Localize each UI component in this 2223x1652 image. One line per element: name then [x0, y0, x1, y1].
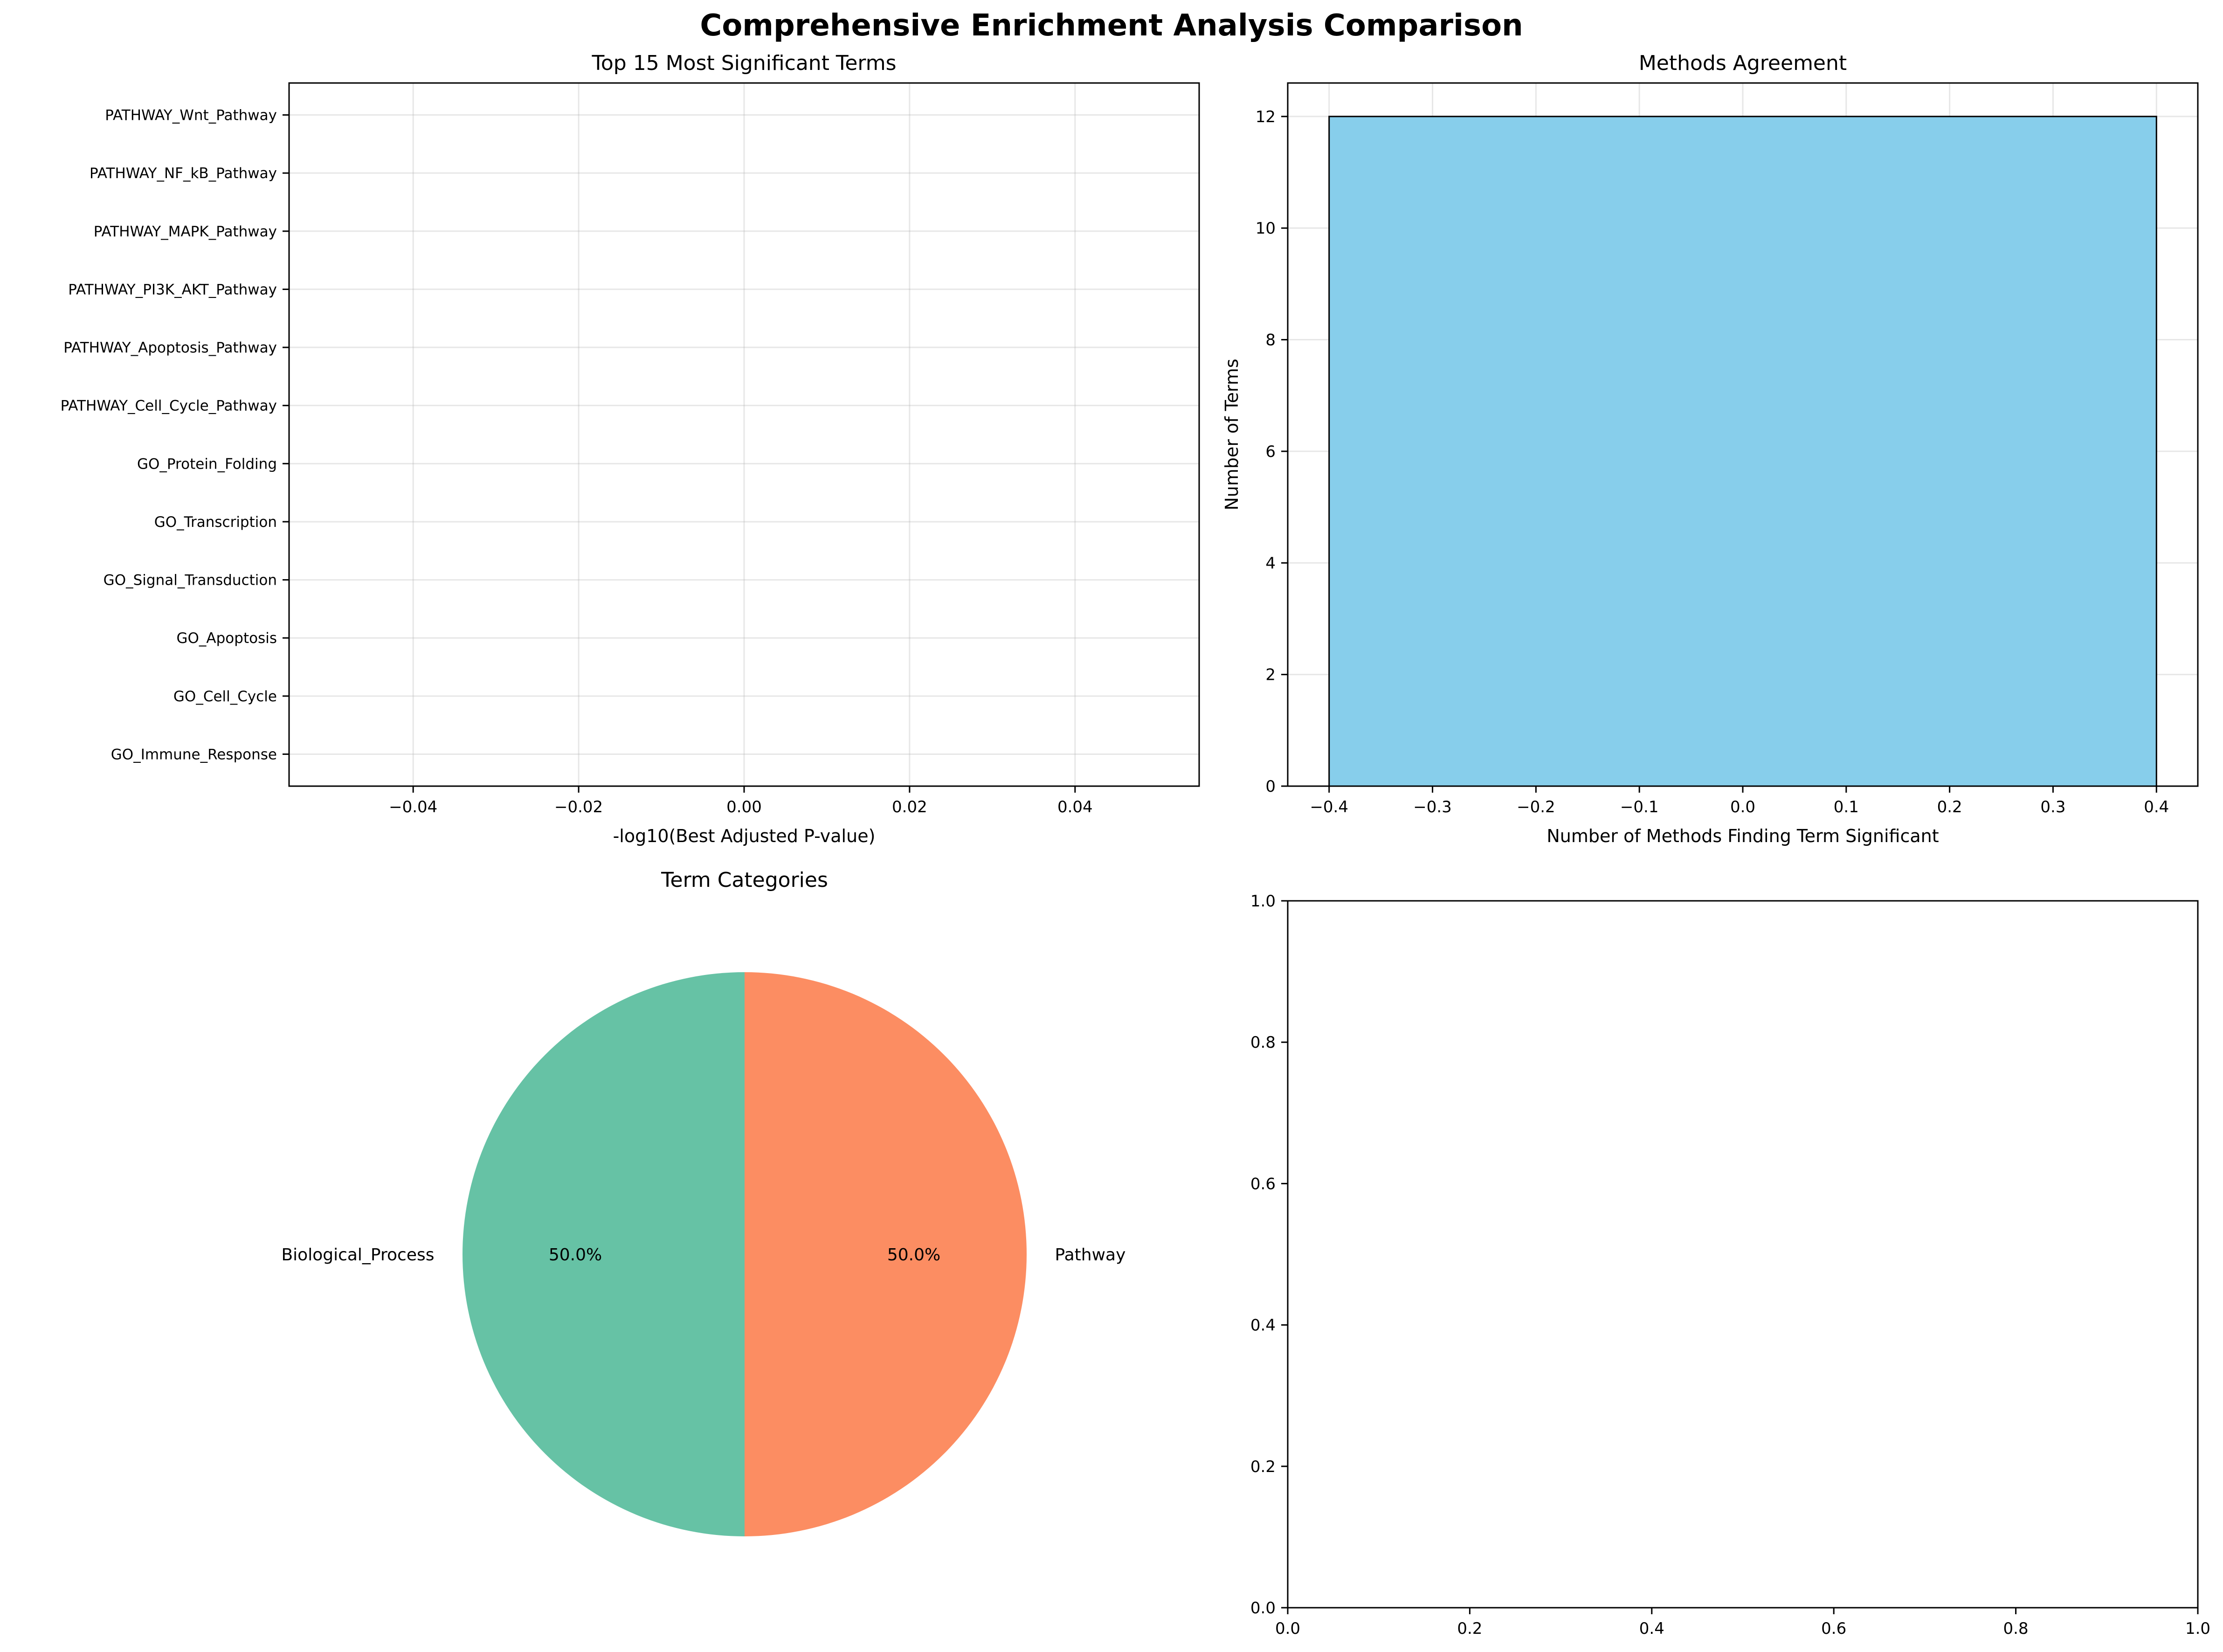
category-label: PATHWAY_Cell_Cycle_Pathway — [61, 398, 277, 415]
y-tick-label: 0.4 — [1250, 1316, 1276, 1335]
pie-slice — [745, 972, 1027, 1536]
x-tick-label: −0.4 — [1310, 798, 1348, 816]
x-tick-label: 1.0 — [2185, 1619, 2210, 1638]
category-label: GO_Protein_Folding — [137, 456, 277, 472]
x-tick-label: 0.0 — [1730, 798, 1755, 816]
y-tick-label: 0.6 — [1250, 1175, 1276, 1193]
y-tick-label: 2 — [1265, 666, 1276, 684]
category-label: GO_Immune_Response — [111, 746, 277, 763]
y-tick-label: 8 — [1265, 331, 1276, 350]
figure-title: Comprehensive Enrichment Analysis Compar… — [700, 8, 1523, 43]
agreement-bar — [1328, 116, 2157, 787]
y-tick-label: 1.0 — [1250, 892, 1276, 911]
category-label: GO_Signal_Transduction — [104, 572, 277, 589]
x-tick-label: 0.2 — [1937, 798, 1962, 816]
x-tick-label: 0.4 — [2144, 798, 2169, 816]
category-label: GO_Transcription — [154, 514, 277, 531]
y-tick-label: 10 — [1256, 219, 1276, 238]
x-tick-label: −0.02 — [554, 798, 603, 816]
slice-label: Biological_Process — [281, 1245, 434, 1265]
empty-axes: 0.0 0.2 0.4 0.6 0.8 1.0 0.0 0.2 0.4 0.6 0.8 1.0 — [1250, 892, 2210, 1638]
x-tick-label: 0.4 — [1639, 1619, 1664, 1638]
y-axis-label: Number of Terms — [1222, 359, 1242, 510]
x-tick-label: 0.8 — [2003, 1619, 2029, 1638]
category-label: GO_Cell_Cycle — [173, 688, 277, 705]
y-tick-label: 0 — [1265, 777, 1276, 796]
x-tick-label: 0.00 — [726, 798, 762, 816]
methods-agreement-chart: −0.4 −0.3 −0.2 −0.1 0.0 0.1 0.2 0.3 0.4 0 2 4 6 8 10 12… — [1222, 51, 2199, 846]
y-tick-label: 0.2 — [1250, 1458, 1276, 1476]
chart-title: Methods Agreement — [1639, 51, 1847, 75]
x-tick-label: 0.0 — [1275, 1619, 1300, 1638]
category-label: PATHWAY_PI3K_AKT_Pathway — [68, 281, 277, 298]
slice-percent-label: 50.0% — [887, 1245, 940, 1265]
x-tick-label: 0.2 — [1457, 1619, 1482, 1638]
category-label: PATHWAY_MAPK_Pathway — [94, 223, 277, 240]
x-axis-label: -log10(Best Adjusted P-value) — [613, 826, 876, 846]
x-tick-label: −0.2 — [1517, 798, 1555, 816]
slice-label: Pathway — [1055, 1245, 1126, 1265]
x-tick-label: −0.3 — [1413, 798, 1452, 816]
y-tick-label: 0.8 — [1250, 1033, 1276, 1052]
x-tick-label: 0.02 — [892, 798, 927, 816]
x-axis-label: Number of Methods Finding Term Significa… — [1546, 826, 1939, 846]
chart-title: Term Categories — [661, 868, 828, 892]
x-tick-label: −0.1 — [1620, 798, 1659, 816]
category-label: PATHWAY_Wnt_Pathway — [105, 107, 277, 124]
y-tick-label: 0.0 — [1250, 1599, 1276, 1617]
category-label: PATHWAY_Apoptosis_Pathway — [63, 339, 277, 356]
y-tick-label: 12 — [1256, 108, 1276, 126]
y-tick-label: 6 — [1265, 442, 1276, 461]
category-label: GO_Apoptosis — [177, 630, 277, 647]
term-categories-chart: Biological_Process 50.0% Pathway 50.0% Term … — [281, 868, 1125, 1536]
x-tick-label: −0.04 — [389, 798, 437, 816]
top-terms-chart: −0.04 −0.02 0.00 0.02 0.04 PATHWAY_Wnt_Pathwa… — [61, 51, 1200, 846]
y-tick-label: 4 — [1265, 554, 1276, 573]
x-tick-label: 0.6 — [1821, 1619, 1846, 1638]
chart-title: Top 15 Most Significant Terms — [591, 51, 896, 75]
axes-frame — [1287, 900, 2199, 1609]
slice-percent-label: 50.0% — [549, 1245, 602, 1265]
category-label: PATHWAY_NF_kB_Pathway — [90, 165, 277, 182]
x-tick-label: 0.3 — [2040, 798, 2065, 816]
x-tick-label: 0.1 — [1834, 798, 1859, 816]
x-tick-label: 0.04 — [1057, 798, 1093, 816]
pie-slice — [463, 972, 745, 1536]
